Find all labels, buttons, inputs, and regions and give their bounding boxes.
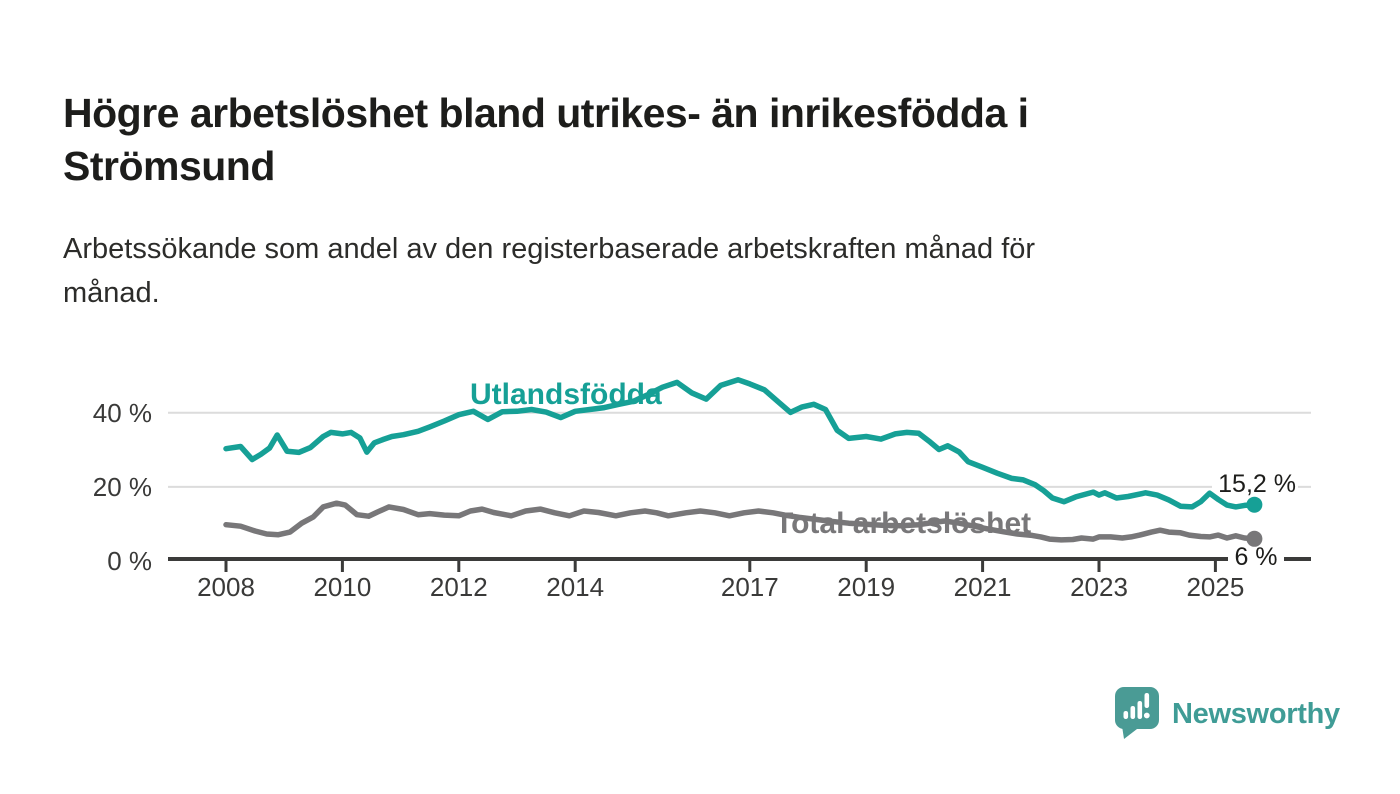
chart-subtitle-line-1: Arbetssökande som andel av den registerb… — [63, 233, 1036, 265]
end-label-backplate — [1212, 471, 1298, 497]
series-label-utlandsfodda: Utlandsfödda — [470, 378, 662, 411]
series-line-total — [223, 500, 1258, 543]
y-tick-label: 20 % — [93, 472, 152, 502]
x-tick-label: 2010 — [313, 572, 371, 602]
series-label-total: Total arbetslöshet — [775, 507, 1031, 540]
series-line-utlandsfodda — [223, 377, 1258, 510]
x-tick-label: 2017 — [721, 572, 779, 602]
x-tick-label: 2023 — [1070, 572, 1128, 602]
page-title-line-1: Högre arbetslöshet bland utrikes- än inr… — [63, 90, 1029, 137]
x-tick-label: 2008 — [197, 572, 255, 602]
y-tick-label: 0 % — [107, 546, 152, 576]
end-value-label-utlandsfodda: 15,2 % — [1218, 470, 1296, 498]
x-tick-label: 2014 — [546, 572, 604, 602]
series-end-dot-utlandsfodda — [1246, 496, 1263, 513]
x-tick-label: 2012 — [430, 572, 488, 602]
page-title-line-2: Strömsund — [63, 143, 275, 190]
y-tick-label: 40 % — [93, 398, 152, 428]
newsworthy-logo-text: Newsworthy — [1172, 698, 1340, 730]
page-title: Högre arbetslöshet bland utrikes- än inr… — [63, 87, 1333, 193]
end-value-label-total: 6 % — [1234, 543, 1277, 571]
x-tick-label: 2025 — [1186, 572, 1244, 602]
end-label-backplate — [1228, 546, 1284, 570]
x-tick-label: 2021 — [954, 572, 1012, 602]
chart-subtitle-line-2: månad. — [63, 277, 160, 309]
chart-subtitle: Arbetssökande som andel av den registerb… — [63, 227, 1333, 315]
newsworthy-logo-icon — [1115, 687, 1159, 739]
newsworthy-logo: Newsworthy — [1115, 687, 1340, 741]
x-tick-label: 2019 — [837, 572, 895, 602]
series-end-dot-total — [1246, 530, 1263, 547]
unemployment-line-chart: 40 % 20 % 0 % 2008 2010 2012 2014 2017 2019 2021 2… — [93, 377, 1311, 602]
